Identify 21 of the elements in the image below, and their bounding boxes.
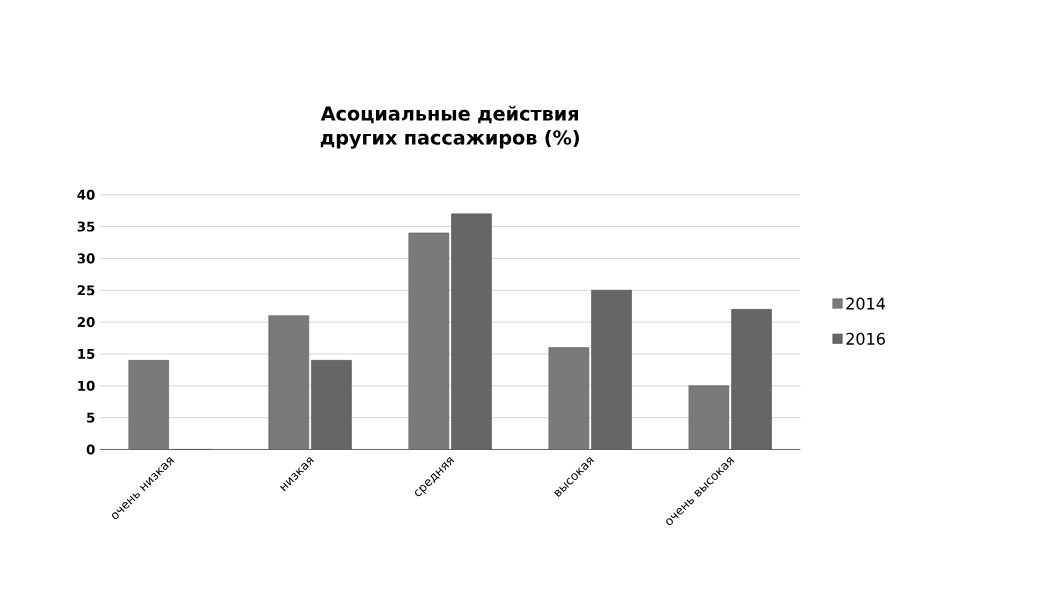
y-tick-label: 0 [86,444,95,455]
legend-label: 2014 [846,297,886,310]
bar [268,315,310,450]
bar [311,360,352,450]
bar [128,360,169,450]
legend-label: 2016 [846,333,885,346]
bar [408,232,450,450]
bar [451,213,492,450]
y-tick-label: 15 [78,349,95,360]
bar [688,385,730,450]
y-tick-label: 20 [77,317,95,328]
y-tick-label: 35 [77,221,95,232]
chart-title: Асоциальные действия других пассажиров (%) [320,106,579,149]
bar [731,309,772,450]
y-tick-label: 25 [77,285,95,296]
y-tick-label: 5 [87,412,95,423]
y-tick-label: 30 [77,253,95,264]
bar [548,347,590,450]
y-tick-label: 10 [78,380,95,392]
bar [591,290,632,450]
y-tick-label: 40 [77,189,95,201]
